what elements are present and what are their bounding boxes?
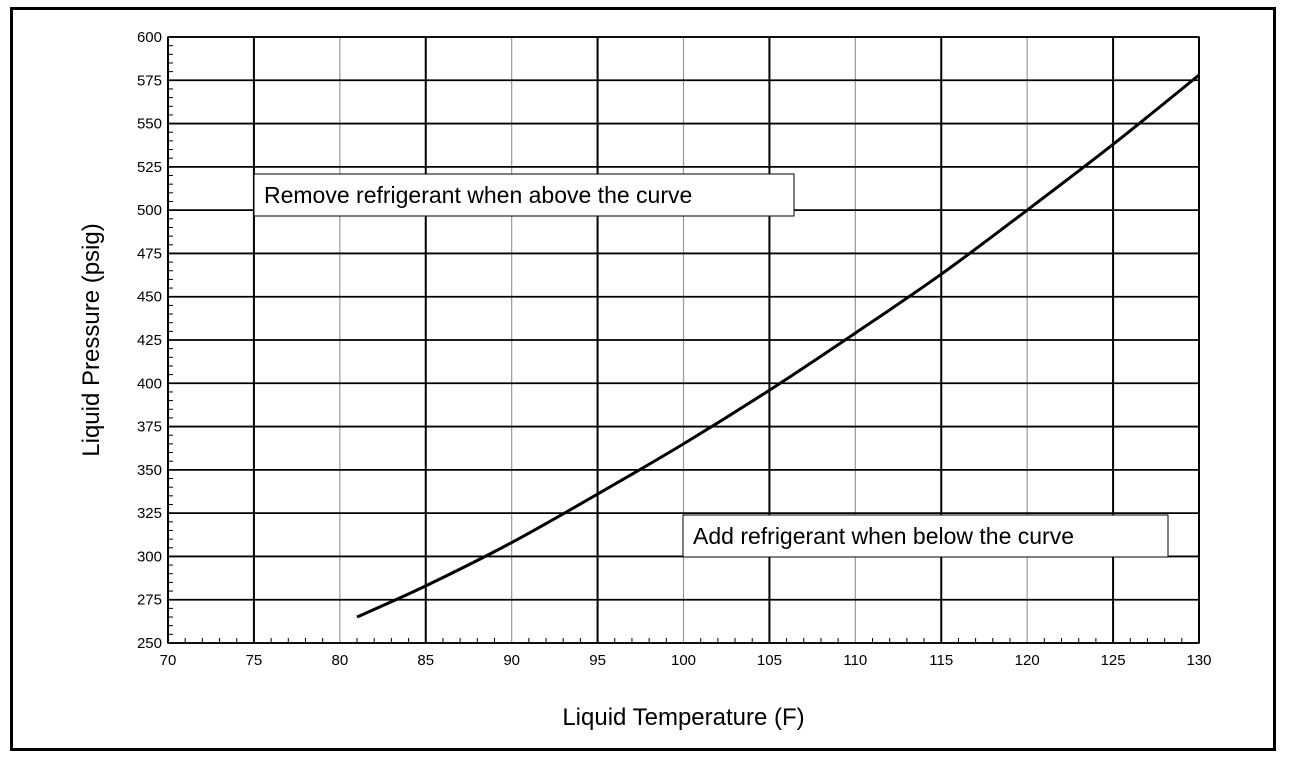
x-tick-label: 75 <box>246 652 263 669</box>
x-tick-label: 80 <box>331 652 348 669</box>
y-tick-label: 600 <box>137 29 162 46</box>
annotation-below-box <box>682 514 1169 558</box>
chart-frame <box>10 7 1276 751</box>
x-tick-label: 90 <box>503 652 520 669</box>
x-tick-label: 125 <box>1101 652 1126 669</box>
y-tick-label: 475 <box>137 245 162 262</box>
x-tick-label: 100 <box>671 652 696 669</box>
x-tick-label: 70 <box>160 652 177 669</box>
x-axis-title: Liquid Temperature (F) <box>562 704 804 731</box>
y-axis-title: Liquid Pressure (psig) <box>78 223 105 456</box>
annotation-below: Add refrigerant when below the curve <box>682 514 1169 558</box>
y-tick-label: 425 <box>137 332 162 349</box>
y-axis-tick-labels: 250 275 300 325 350 375 400 425 450 475 500 525 550 5… <box>137 29 162 652</box>
x-tick-label: 95 <box>589 652 606 669</box>
plot-area <box>167 36 1200 644</box>
x-tick-label: 110 <box>843 652 867 669</box>
y-tick-label: 525 <box>137 159 162 176</box>
annotation-above-text: Remove refrigerant when above the curve <box>264 182 692 208</box>
x-tick-label: 115 <box>929 652 953 669</box>
x-axis-tick-labels: 70 75 80 85 90 95 100 105 110 115 120 125 130 <box>160 652 1212 669</box>
x-tick-label: 130 <box>1186 652 1211 669</box>
x-tick-label: 105 <box>757 652 782 669</box>
pressure-temperature-curve <box>356 73 1200 619</box>
x-tick-label: 120 <box>1015 652 1040 669</box>
y-tick-label: 250 <box>137 635 162 652</box>
y-tick-label: 575 <box>137 72 162 89</box>
y-tick-label: 300 <box>137 548 162 565</box>
y-tick-label: 500 <box>137 202 162 219</box>
y-tick-label: 450 <box>137 289 162 306</box>
y-tick-label: 275 <box>137 592 162 609</box>
x-tick-label: 85 <box>417 652 434 669</box>
y-tick-label: 375 <box>137 419 162 436</box>
y-tick-label: 550 <box>137 116 162 133</box>
y-tick-label: 400 <box>137 375 162 392</box>
annotation-below-text: Add refrigerant when below the curve <box>693 523 1074 549</box>
y-tick-label: 325 <box>137 505 162 522</box>
annotation-above-box <box>253 173 795 217</box>
annotation-above: Remove refrigerant when above the curve <box>253 173 795 217</box>
y-tick-label: 350 <box>137 462 162 479</box>
